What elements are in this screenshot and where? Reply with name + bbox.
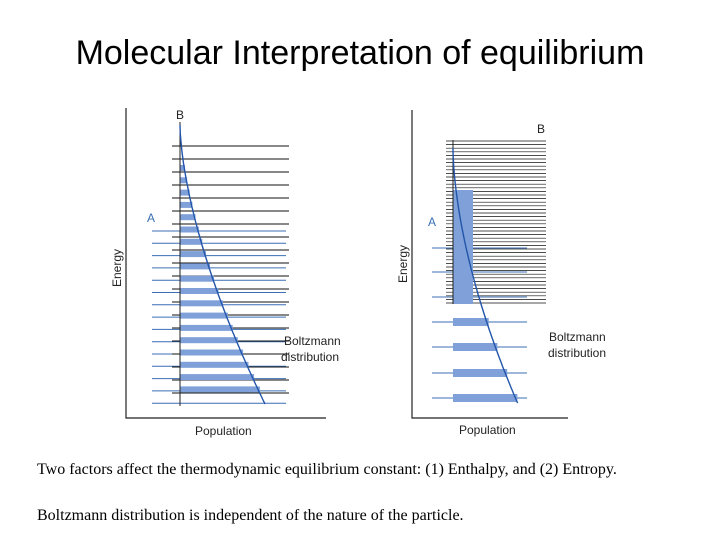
left-population-bar bbox=[180, 312, 228, 319]
right-panel: Energy Population A B Boltzmann distribu… bbox=[396, 110, 606, 437]
left-energy-axis-label: Energy bbox=[110, 249, 124, 287]
left-population-bar bbox=[180, 177, 188, 184]
left-population-bar bbox=[180, 349, 244, 356]
left-population-bar bbox=[180, 324, 233, 331]
right-distribution-label-line1: Boltzmann bbox=[549, 330, 606, 344]
left-population-bar bbox=[180, 238, 203, 245]
left-population-bar bbox=[180, 300, 223, 307]
left-population-bars bbox=[180, 165, 260, 393]
left-species-b-levels bbox=[172, 145, 289, 394]
right-population-bars bbox=[453, 190, 518, 402]
left-species-a-label: A bbox=[147, 211, 155, 225]
left-population-axis-label: Population bbox=[195, 424, 252, 438]
left-population-bar bbox=[180, 337, 238, 344]
left-population-bar bbox=[180, 275, 215, 282]
left-population-bar bbox=[180, 263, 210, 270]
right-b-population-block bbox=[453, 190, 473, 304]
right-axes bbox=[411, 110, 568, 419]
left-population-bar bbox=[180, 361, 249, 368]
left-population-bar bbox=[180, 251, 206, 258]
left-species-b-label: B bbox=[176, 108, 184, 122]
right-boltzmann-curve bbox=[452, 148, 519, 404]
right-population-axis-label: Population bbox=[459, 423, 516, 437]
caption-enthalpy-entropy: Two factors affect the thermodynamic equ… bbox=[37, 461, 617, 478]
right-population-bar bbox=[453, 343, 498, 351]
left-population-bar bbox=[180, 189, 190, 196]
slide-title: Molecular Interpretation of equilibrium bbox=[75, 34, 645, 72]
left-population-bar bbox=[180, 386, 260, 393]
right-energy-axis-label: Energy bbox=[396, 245, 410, 283]
left-population-bar bbox=[180, 226, 199, 233]
left-population-bar bbox=[180, 165, 185, 171]
right-population-bar bbox=[453, 318, 489, 326]
left-distribution-label-line2: distribution bbox=[281, 350, 339, 364]
left-distribution-label-line1: Boltzmann bbox=[284, 334, 341, 348]
right-species-b-label: B bbox=[537, 122, 545, 136]
left-panel: Energy Population A B Boltzmann distribu… bbox=[110, 108, 341, 438]
right-population-bar bbox=[453, 394, 518, 402]
caption-boltzmann-independence: Boltzmann distribution is independent of… bbox=[37, 507, 464, 524]
left-population-bar bbox=[180, 214, 196, 221]
left-population-bar bbox=[180, 374, 255, 381]
left-population-bar bbox=[180, 201, 193, 208]
left-population-bar bbox=[180, 288, 219, 294]
left-axes bbox=[125, 108, 326, 419]
right-distribution-label-line2: distribution bbox=[548, 346, 606, 360]
right-species-a-label: A bbox=[428, 215, 436, 229]
right-population-bar bbox=[453, 369, 508, 377]
left-boltzmann-curve bbox=[179, 124, 266, 405]
